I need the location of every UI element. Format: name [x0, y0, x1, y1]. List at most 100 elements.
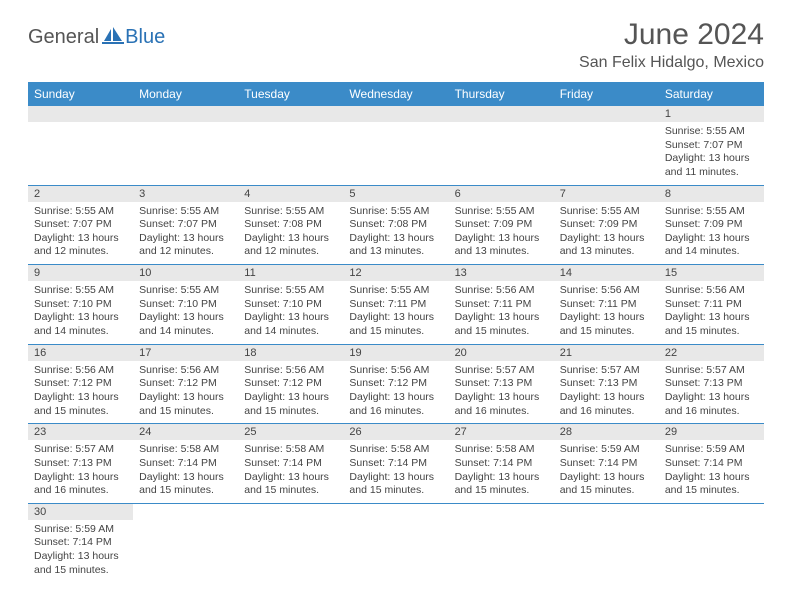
calendar-cell: 4Sunrise: 5:55 AMSunset: 7:08 PMDaylight…: [238, 185, 343, 265]
sunrise-line: Sunrise: 5:56 AM: [560, 284, 653, 298]
day-number: 28: [554, 424, 659, 440]
day-content: Sunrise: 5:57 AMSunset: 7:13 PMDaylight:…: [554, 361, 659, 424]
daylight-line: Daylight: 13 hours and 12 minutes.: [139, 232, 232, 259]
calendar-cell: 2Sunrise: 5:55 AMSunset: 7:07 PMDaylight…: [28, 185, 133, 265]
day-content: Sunrise: 5:55 AMSunset: 7:07 PMDaylight:…: [659, 122, 764, 185]
sunset-line: Sunset: 7:14 PM: [244, 457, 337, 471]
daylight-line: Daylight: 13 hours and 15 minutes.: [34, 391, 127, 418]
day-number: 14: [554, 265, 659, 281]
day-content: Sunrise: 5:57 AMSunset: 7:13 PMDaylight:…: [28, 440, 133, 503]
sunrise-line: Sunrise: 5:55 AM: [349, 205, 442, 219]
daylight-line: Daylight: 13 hours and 15 minutes.: [349, 311, 442, 338]
sunset-line: Sunset: 7:09 PM: [560, 218, 653, 232]
day-content: Sunrise: 5:56 AMSunset: 7:12 PMDaylight:…: [133, 361, 238, 424]
sunrise-line: Sunrise: 5:55 AM: [455, 205, 548, 219]
calendar-cell: 12Sunrise: 5:55 AMSunset: 7:11 PMDayligh…: [343, 265, 448, 345]
sunset-line: Sunset: 7:14 PM: [139, 457, 232, 471]
sunrise-line: Sunrise: 5:55 AM: [244, 205, 337, 219]
sunset-line: Sunset: 7:07 PM: [665, 139, 758, 153]
calendar-cell: [343, 503, 448, 582]
day-content: Sunrise: 5:55 AMSunset: 7:08 PMDaylight:…: [238, 202, 343, 265]
day-number: 25: [238, 424, 343, 440]
calendar-cell: [449, 106, 554, 185]
sunset-line: Sunset: 7:08 PM: [244, 218, 337, 232]
day-number: 24: [133, 424, 238, 440]
sunrise-line: Sunrise: 5:59 AM: [560, 443, 653, 457]
sunset-line: Sunset: 7:13 PM: [665, 377, 758, 391]
day-number: 7: [554, 186, 659, 202]
day-content: Sunrise: 5:55 AMSunset: 7:10 PMDaylight:…: [28, 281, 133, 344]
calendar-cell: 26Sunrise: 5:58 AMSunset: 7:14 PMDayligh…: [343, 424, 448, 504]
day-number: 13: [449, 265, 554, 281]
calendar-cell: 16Sunrise: 5:56 AMSunset: 7:12 PMDayligh…: [28, 344, 133, 424]
page-header: General Blue June 2024 San Felix Hidalgo…: [28, 18, 764, 72]
sunrise-line: Sunrise: 5:58 AM: [139, 443, 232, 457]
sunset-line: Sunset: 7:08 PM: [349, 218, 442, 232]
calendar-week-row: 30Sunrise: 5:59 AMSunset: 7:14 PMDayligh…: [28, 503, 764, 582]
day-number: 17: [133, 345, 238, 361]
sunset-line: Sunset: 7:10 PM: [139, 298, 232, 312]
sunset-line: Sunset: 7:12 PM: [139, 377, 232, 391]
day-number: 27: [449, 424, 554, 440]
calendar-cell: 10Sunrise: 5:55 AMSunset: 7:10 PMDayligh…: [133, 265, 238, 345]
daylight-line: Daylight: 13 hours and 15 minutes.: [244, 391, 337, 418]
daylight-line: Daylight: 13 hours and 13 minutes.: [349, 232, 442, 259]
daylight-line: Daylight: 13 hours and 16 minutes.: [349, 391, 442, 418]
day-content: Sunrise: 5:55 AMSunset: 7:08 PMDaylight:…: [343, 202, 448, 265]
sunrise-line: Sunrise: 5:56 AM: [455, 284, 548, 298]
daylight-line: Daylight: 13 hours and 15 minutes.: [665, 471, 758, 498]
day-content: Sunrise: 5:56 AMSunset: 7:12 PMDaylight:…: [28, 361, 133, 424]
sunrise-line: Sunrise: 5:55 AM: [665, 125, 758, 139]
calendar-cell: 21Sunrise: 5:57 AMSunset: 7:13 PMDayligh…: [554, 344, 659, 424]
calendar-cell: 3Sunrise: 5:55 AMSunset: 7:07 PMDaylight…: [133, 185, 238, 265]
sunrise-line: Sunrise: 5:55 AM: [34, 284, 127, 298]
location-subtitle: San Felix Hidalgo, Mexico: [579, 54, 764, 72]
sunrise-line: Sunrise: 5:59 AM: [34, 523, 127, 537]
day-number: 8: [659, 186, 764, 202]
day-content: Sunrise: 5:56 AMSunset: 7:11 PMDaylight:…: [554, 281, 659, 344]
calendar-cell: 25Sunrise: 5:58 AMSunset: 7:14 PMDayligh…: [238, 424, 343, 504]
sunset-line: Sunset: 7:10 PM: [244, 298, 337, 312]
calendar-cell: [133, 106, 238, 185]
sunrise-line: Sunrise: 5:56 AM: [139, 364, 232, 378]
sail-icon: [102, 27, 124, 48]
calendar-cell: [133, 503, 238, 582]
sunset-line: Sunset: 7:14 PM: [560, 457, 653, 471]
calendar-cell: 17Sunrise: 5:56 AMSunset: 7:12 PMDayligh…: [133, 344, 238, 424]
title-block: June 2024 San Felix Hidalgo, Mexico: [579, 18, 764, 72]
calendar-week-row: 23Sunrise: 5:57 AMSunset: 7:13 PMDayligh…: [28, 424, 764, 504]
sunrise-line: Sunrise: 5:58 AM: [349, 443, 442, 457]
sunset-line: Sunset: 7:11 PM: [560, 298, 653, 312]
day-content: Sunrise: 5:57 AMSunset: 7:13 PMDaylight:…: [659, 361, 764, 424]
calendar-cell: 7Sunrise: 5:55 AMSunset: 7:09 PMDaylight…: [554, 185, 659, 265]
day-number: 26: [343, 424, 448, 440]
day-content: Sunrise: 5:59 AMSunset: 7:14 PMDaylight:…: [28, 520, 133, 583]
daylight-line: Daylight: 13 hours and 15 minutes.: [560, 471, 653, 498]
day-number: 29: [659, 424, 764, 440]
calendar-cell: [554, 106, 659, 185]
day-number: 21: [554, 345, 659, 361]
calendar-cell: [238, 106, 343, 185]
day-number: 1: [659, 106, 764, 122]
daylight-line: Daylight: 13 hours and 12 minutes.: [34, 232, 127, 259]
sunset-line: Sunset: 7:10 PM: [34, 298, 127, 312]
day-number: 9: [28, 265, 133, 281]
calendar-cell: 13Sunrise: 5:56 AMSunset: 7:11 PMDayligh…: [449, 265, 554, 345]
day-number: 16: [28, 345, 133, 361]
day-content: Sunrise: 5:55 AMSunset: 7:09 PMDaylight:…: [659, 202, 764, 265]
calendar-cell: [659, 503, 764, 582]
daylight-line: Daylight: 13 hours and 15 minutes.: [455, 471, 548, 498]
sunrise-line: Sunrise: 5:55 AM: [139, 284, 232, 298]
calendar-cell: 22Sunrise: 5:57 AMSunset: 7:13 PMDayligh…: [659, 344, 764, 424]
calendar-cell: 19Sunrise: 5:56 AMSunset: 7:12 PMDayligh…: [343, 344, 448, 424]
sunset-line: Sunset: 7:11 PM: [349, 298, 442, 312]
day-number: 19: [343, 345, 448, 361]
day-header: Thursday: [449, 82, 554, 106]
daylight-line: Daylight: 13 hours and 16 minutes.: [34, 471, 127, 498]
sunrise-line: Sunrise: 5:57 AM: [34, 443, 127, 457]
daylight-line: Daylight: 13 hours and 15 minutes.: [244, 471, 337, 498]
calendar-cell: 29Sunrise: 5:59 AMSunset: 7:14 PMDayligh…: [659, 424, 764, 504]
calendar-cell: 24Sunrise: 5:58 AMSunset: 7:14 PMDayligh…: [133, 424, 238, 504]
sunrise-line: Sunrise: 5:55 AM: [139, 205, 232, 219]
sunset-line: Sunset: 7:14 PM: [665, 457, 758, 471]
